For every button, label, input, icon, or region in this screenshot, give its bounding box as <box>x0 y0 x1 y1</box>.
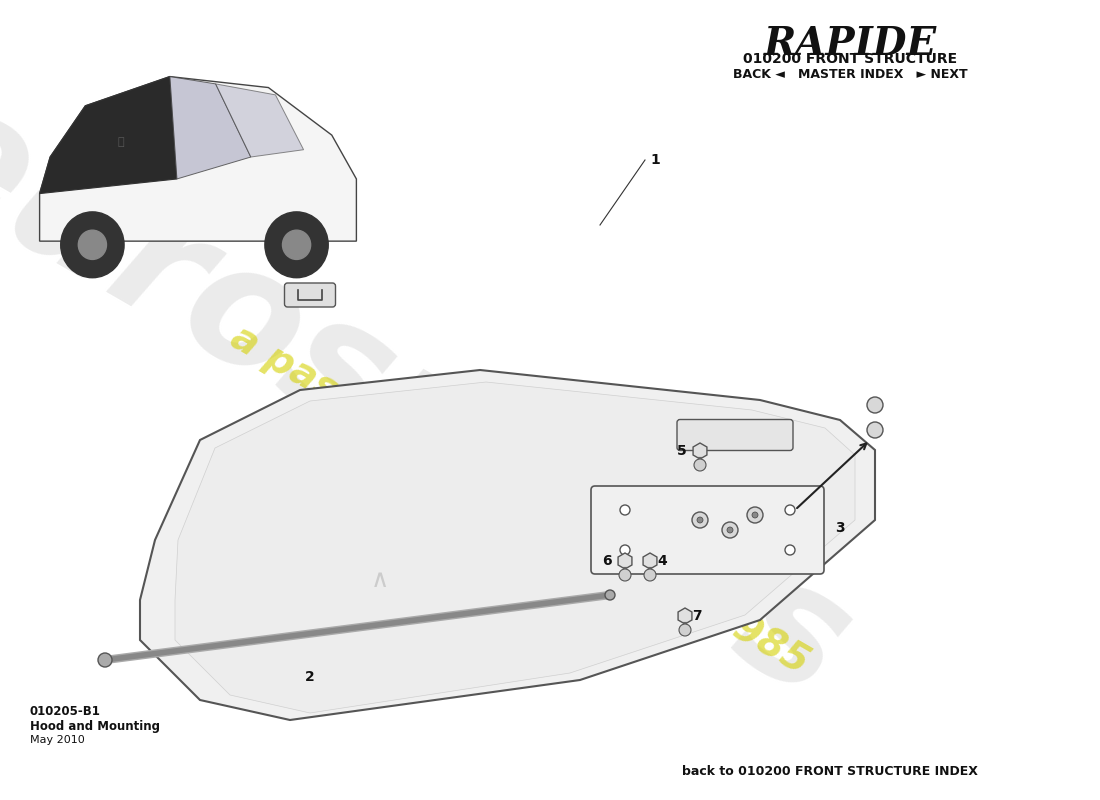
Circle shape <box>60 212 124 278</box>
Circle shape <box>867 397 883 413</box>
Text: May 2010: May 2010 <box>30 735 85 745</box>
Circle shape <box>265 212 328 278</box>
Circle shape <box>727 527 733 533</box>
Polygon shape <box>175 382 855 713</box>
Text: back to 010200 FRONT STRUCTURE INDEX: back to 010200 FRONT STRUCTURE INDEX <box>682 765 978 778</box>
Text: 010200 FRONT STRUCTURE: 010200 FRONT STRUCTURE <box>742 52 957 66</box>
Circle shape <box>692 512 708 528</box>
Text: 010205-B1: 010205-B1 <box>30 705 101 718</box>
Circle shape <box>679 624 691 636</box>
Text: 1: 1 <box>650 153 660 167</box>
Circle shape <box>644 569 656 581</box>
Text: eurospares: eurospares <box>0 66 877 734</box>
Text: Hood and Mounting: Hood and Mounting <box>30 720 159 733</box>
Circle shape <box>785 505 795 515</box>
Text: 🏎: 🏎 <box>118 138 124 147</box>
FancyBboxPatch shape <box>285 283 336 307</box>
Text: 6: 6 <box>602 554 612 568</box>
Circle shape <box>620 505 630 515</box>
Text: 2: 2 <box>305 670 315 684</box>
Polygon shape <box>140 370 874 720</box>
Circle shape <box>697 517 703 523</box>
Text: ∧: ∧ <box>371 568 389 592</box>
Circle shape <box>605 590 615 600</box>
Polygon shape <box>216 84 304 157</box>
Circle shape <box>722 522 738 538</box>
FancyBboxPatch shape <box>676 419 793 450</box>
Circle shape <box>283 230 310 259</box>
Circle shape <box>867 422 883 438</box>
Circle shape <box>752 512 758 518</box>
Circle shape <box>620 545 630 555</box>
Text: 3: 3 <box>835 521 845 535</box>
Polygon shape <box>40 77 177 194</box>
Circle shape <box>747 507 763 523</box>
FancyBboxPatch shape <box>591 486 824 574</box>
Text: 7: 7 <box>692 609 702 623</box>
Polygon shape <box>40 77 356 241</box>
Text: RAPIDE: RAPIDE <box>763 25 936 63</box>
Circle shape <box>619 569 631 581</box>
Text: 5: 5 <box>678 444 686 458</box>
Polygon shape <box>169 77 251 179</box>
Circle shape <box>694 459 706 471</box>
Circle shape <box>98 653 112 667</box>
Text: a passion for parts since 1985: a passion for parts since 1985 <box>224 318 816 682</box>
Text: 4: 4 <box>657 554 667 568</box>
Circle shape <box>785 545 795 555</box>
Text: BACK ◄   MASTER INDEX   ► NEXT: BACK ◄ MASTER INDEX ► NEXT <box>733 68 967 81</box>
Circle shape <box>78 230 107 259</box>
